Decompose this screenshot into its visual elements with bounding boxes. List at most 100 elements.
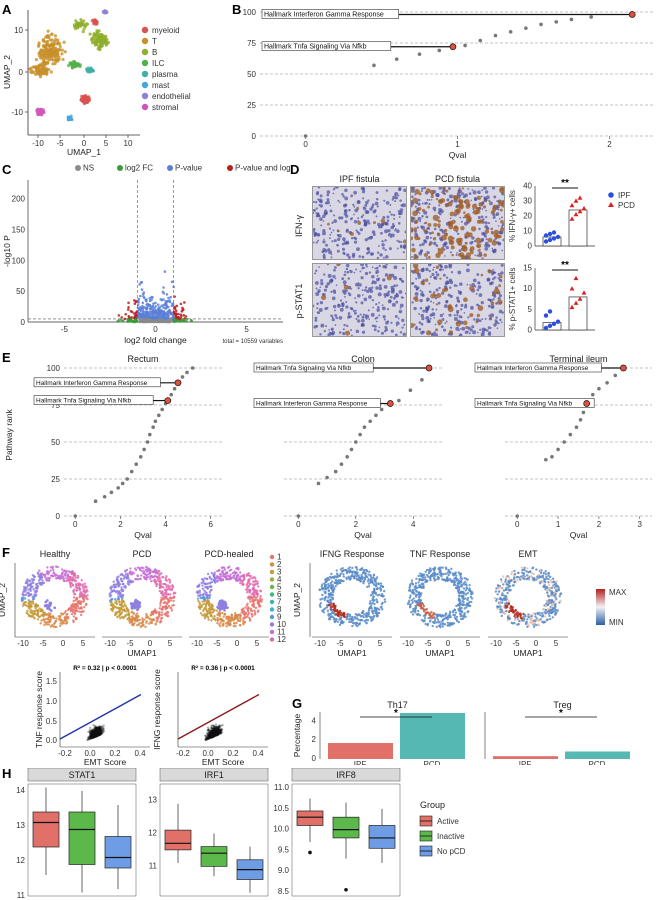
cell: [373, 583, 376, 587]
cell: [378, 608, 381, 611]
nucleus: [316, 307, 319, 310]
cell: [373, 578, 377, 582]
umap-cell: [42, 71, 46, 76]
umap-cell: [82, 27, 86, 31]
x-tick-label: 3: [638, 520, 643, 529]
cell: [30, 600, 33, 603]
gene-point: [168, 317, 172, 321]
cell: [250, 609, 254, 613]
cell: [339, 614, 343, 617]
point-ipf: [547, 323, 553, 329]
gene-point: [141, 313, 145, 317]
cell: [77, 586, 81, 590]
stain: [386, 275, 392, 281]
nucleus: [319, 204, 324, 208]
umap-cell: [96, 36, 100, 40]
stain: [380, 218, 386, 224]
gene-point: [137, 301, 140, 304]
umap-cell: [50, 54, 54, 59]
x-tick-label: 0: [358, 639, 363, 648]
y-tick-label: 40: [523, 182, 532, 191]
nucleus: [335, 284, 338, 287]
data-point: [524, 26, 528, 30]
nucleus: [436, 273, 440, 277]
point-ipf: [555, 234, 561, 240]
nucleus: [441, 317, 445, 321]
cell: [367, 585, 371, 588]
cell: [371, 612, 375, 615]
nucleus: [477, 216, 481, 220]
nucleus: [481, 208, 484, 210]
cell: [196, 590, 199, 593]
nucleus: [500, 321, 503, 324]
gene-point: [131, 320, 135, 324]
nucleus: [372, 233, 376, 236]
cell: [219, 621, 222, 624]
nucleus: [364, 204, 368, 207]
gene-point: [181, 318, 185, 321]
cell: [169, 599, 173, 602]
nucleus: [377, 329, 380, 333]
data-point: [296, 514, 301, 518]
nucleus: [460, 316, 463, 319]
cell: [109, 591, 112, 594]
data-point: [180, 375, 185, 379]
cell: [151, 576, 155, 579]
nucleus: [331, 221, 334, 224]
gene-point: [174, 318, 178, 321]
umap-cell: [93, 41, 97, 45]
cell: [66, 608, 70, 612]
cell: [372, 614, 376, 618]
cell: [169, 593, 172, 596]
nucleus: [363, 288, 367, 292]
cell: [332, 602, 335, 605]
nucleus: [375, 303, 378, 306]
stain: [435, 328, 439, 332]
nucleus: [348, 293, 352, 297]
nucleus: [401, 326, 404, 329]
cell: [118, 603, 122, 606]
cell: [253, 609, 256, 612]
cell: [370, 604, 373, 608]
nucleus: [474, 254, 476, 257]
stain: [337, 229, 340, 233]
cell: [324, 577, 328, 581]
nucleus: [439, 313, 443, 318]
nucleus: [343, 211, 348, 216]
nucleus: [429, 236, 432, 239]
gene-point: [134, 311, 138, 315]
cell: [246, 613, 250, 616]
cell: [228, 569, 231, 572]
cell: [22, 593, 25, 596]
ihc-ipf-ifng-image: [312, 186, 407, 260]
cell: [368, 570, 371, 574]
data-point: [408, 388, 413, 392]
point-ipf: [543, 313, 549, 318]
cell: [62, 569, 66, 573]
cell: [382, 589, 386, 593]
cell: [169, 606, 173, 610]
cell: [117, 615, 121, 618]
data-point: [508, 30, 513, 34]
cell: [121, 597, 124, 600]
cell: [30, 612, 33, 615]
nucleus: [345, 228, 349, 232]
nucleus: [400, 203, 404, 207]
cell: [121, 580, 124, 583]
cell: [244, 606, 247, 609]
nucleus: [333, 268, 336, 272]
cell: [149, 575, 152, 578]
cell: [348, 570, 351, 573]
nucleus: [498, 294, 502, 298]
cell: [247, 595, 251, 598]
cell: [71, 576, 75, 579]
nucleus: [322, 240, 326, 244]
umap-cell: [46, 52, 50, 56]
cluster-swatch: [269, 562, 275, 567]
data-point: [597, 386, 601, 391]
cell: [72, 599, 75, 603]
nucleus: [456, 296, 460, 300]
cell: [206, 586, 209, 590]
nucleus: [342, 280, 347, 285]
stain: [482, 205, 487, 209]
